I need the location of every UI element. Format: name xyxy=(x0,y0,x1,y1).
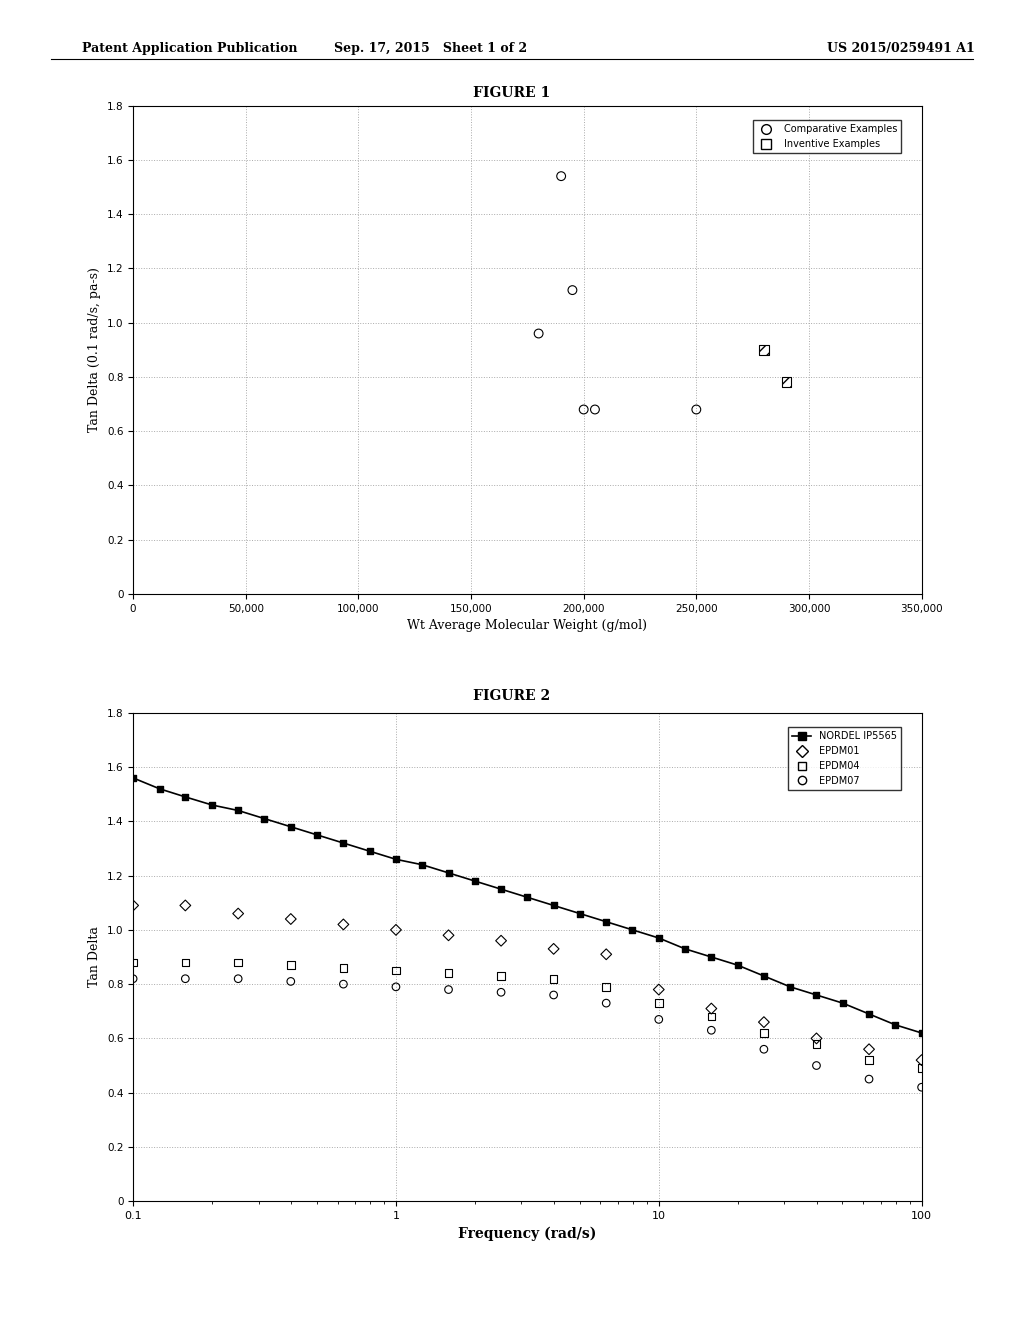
Point xyxy=(546,968,562,989)
Point xyxy=(283,972,299,993)
Point xyxy=(230,800,247,821)
Point xyxy=(756,339,772,360)
Point xyxy=(650,993,667,1014)
Point xyxy=(388,977,404,998)
Point xyxy=(414,854,430,875)
Point xyxy=(808,1028,824,1049)
Point xyxy=(598,977,614,998)
Point xyxy=(335,913,351,935)
Point xyxy=(887,1014,903,1035)
Point xyxy=(564,280,581,301)
Point xyxy=(650,1008,667,1030)
Point xyxy=(335,974,351,995)
Point xyxy=(388,849,404,870)
Point xyxy=(913,1049,930,1071)
Legend: NORDEL IP5565, EPDM01, EPDM04, EPDM07: NORDEL IP5565, EPDM01, EPDM04, EPDM07 xyxy=(788,727,901,789)
Point xyxy=(388,960,404,981)
Point xyxy=(493,965,509,986)
Point xyxy=(913,1023,930,1044)
Point xyxy=(177,787,194,808)
Point xyxy=(703,1019,720,1040)
Point xyxy=(440,925,457,946)
Point xyxy=(177,952,194,973)
Point xyxy=(493,931,509,952)
Point xyxy=(688,399,705,420)
Point xyxy=(575,399,592,420)
Point xyxy=(493,879,509,900)
Point xyxy=(125,952,141,973)
Point xyxy=(546,895,562,916)
Point xyxy=(861,1049,878,1071)
Point xyxy=(230,968,247,989)
Point xyxy=(553,165,569,186)
Point xyxy=(650,979,667,1001)
Point xyxy=(808,985,824,1006)
Point xyxy=(677,939,693,960)
Point xyxy=(598,911,614,932)
Point xyxy=(913,1077,930,1098)
Point xyxy=(625,919,641,940)
Point xyxy=(756,1011,772,1032)
Text: US 2015/0259491 A1: US 2015/0259491 A1 xyxy=(827,42,975,55)
Point xyxy=(177,968,194,989)
Y-axis label: Tan Delta (0.1 rad/s, pa-s): Tan Delta (0.1 rad/s, pa-s) xyxy=(88,268,101,432)
Point xyxy=(283,908,299,929)
Point xyxy=(388,919,404,940)
Point xyxy=(546,985,562,1006)
Point xyxy=(778,372,795,393)
X-axis label: Wt Average Molecular Weight (g/mol): Wt Average Molecular Weight (g/mol) xyxy=(408,619,647,632)
Point xyxy=(546,939,562,960)
Point xyxy=(493,982,509,1003)
Point xyxy=(703,998,720,1019)
Text: Patent Application Publication: Patent Application Publication xyxy=(82,42,297,55)
Point xyxy=(571,903,588,924)
Point xyxy=(808,1055,824,1076)
Point xyxy=(440,962,457,983)
Point xyxy=(335,957,351,978)
Point xyxy=(650,928,667,949)
Point xyxy=(598,944,614,965)
Point xyxy=(703,1006,720,1027)
Point xyxy=(808,1034,824,1055)
Legend: Comparative Examples, Inventive Examples: Comparative Examples, Inventive Examples xyxy=(753,120,901,153)
Point xyxy=(204,795,220,816)
Point xyxy=(230,952,247,973)
Text: FIGURE 2: FIGURE 2 xyxy=(473,689,551,704)
Point xyxy=(519,887,536,908)
X-axis label: Frequency (rad/s): Frequency (rad/s) xyxy=(458,1226,597,1241)
Point xyxy=(335,833,351,854)
Point xyxy=(283,954,299,975)
Point xyxy=(230,903,247,924)
Point xyxy=(309,824,326,846)
Point xyxy=(256,808,272,829)
Point xyxy=(125,968,141,989)
Point xyxy=(861,1069,878,1090)
Point xyxy=(440,862,457,883)
Point xyxy=(756,1039,772,1060)
Point xyxy=(177,895,194,916)
Point xyxy=(756,1023,772,1044)
Point xyxy=(861,1039,878,1060)
Point xyxy=(756,965,772,986)
Point xyxy=(125,895,141,916)
Point xyxy=(782,977,799,998)
Point xyxy=(703,946,720,968)
Text: Sep. 17, 2015   Sheet 1 of 2: Sep. 17, 2015 Sheet 1 of 2 xyxy=(334,42,526,55)
Y-axis label: Tan Delta: Tan Delta xyxy=(88,927,101,987)
Point xyxy=(598,993,614,1014)
Point xyxy=(835,993,851,1014)
Point xyxy=(913,1057,930,1078)
Point xyxy=(361,841,378,862)
Point xyxy=(729,954,745,975)
Point xyxy=(125,767,141,788)
Point xyxy=(530,323,547,345)
Point xyxy=(467,870,483,891)
Text: FIGURE 1: FIGURE 1 xyxy=(473,86,551,100)
Point xyxy=(587,399,603,420)
Point xyxy=(440,979,457,1001)
Point xyxy=(283,816,299,837)
Point xyxy=(861,1003,878,1024)
Point xyxy=(152,779,168,800)
